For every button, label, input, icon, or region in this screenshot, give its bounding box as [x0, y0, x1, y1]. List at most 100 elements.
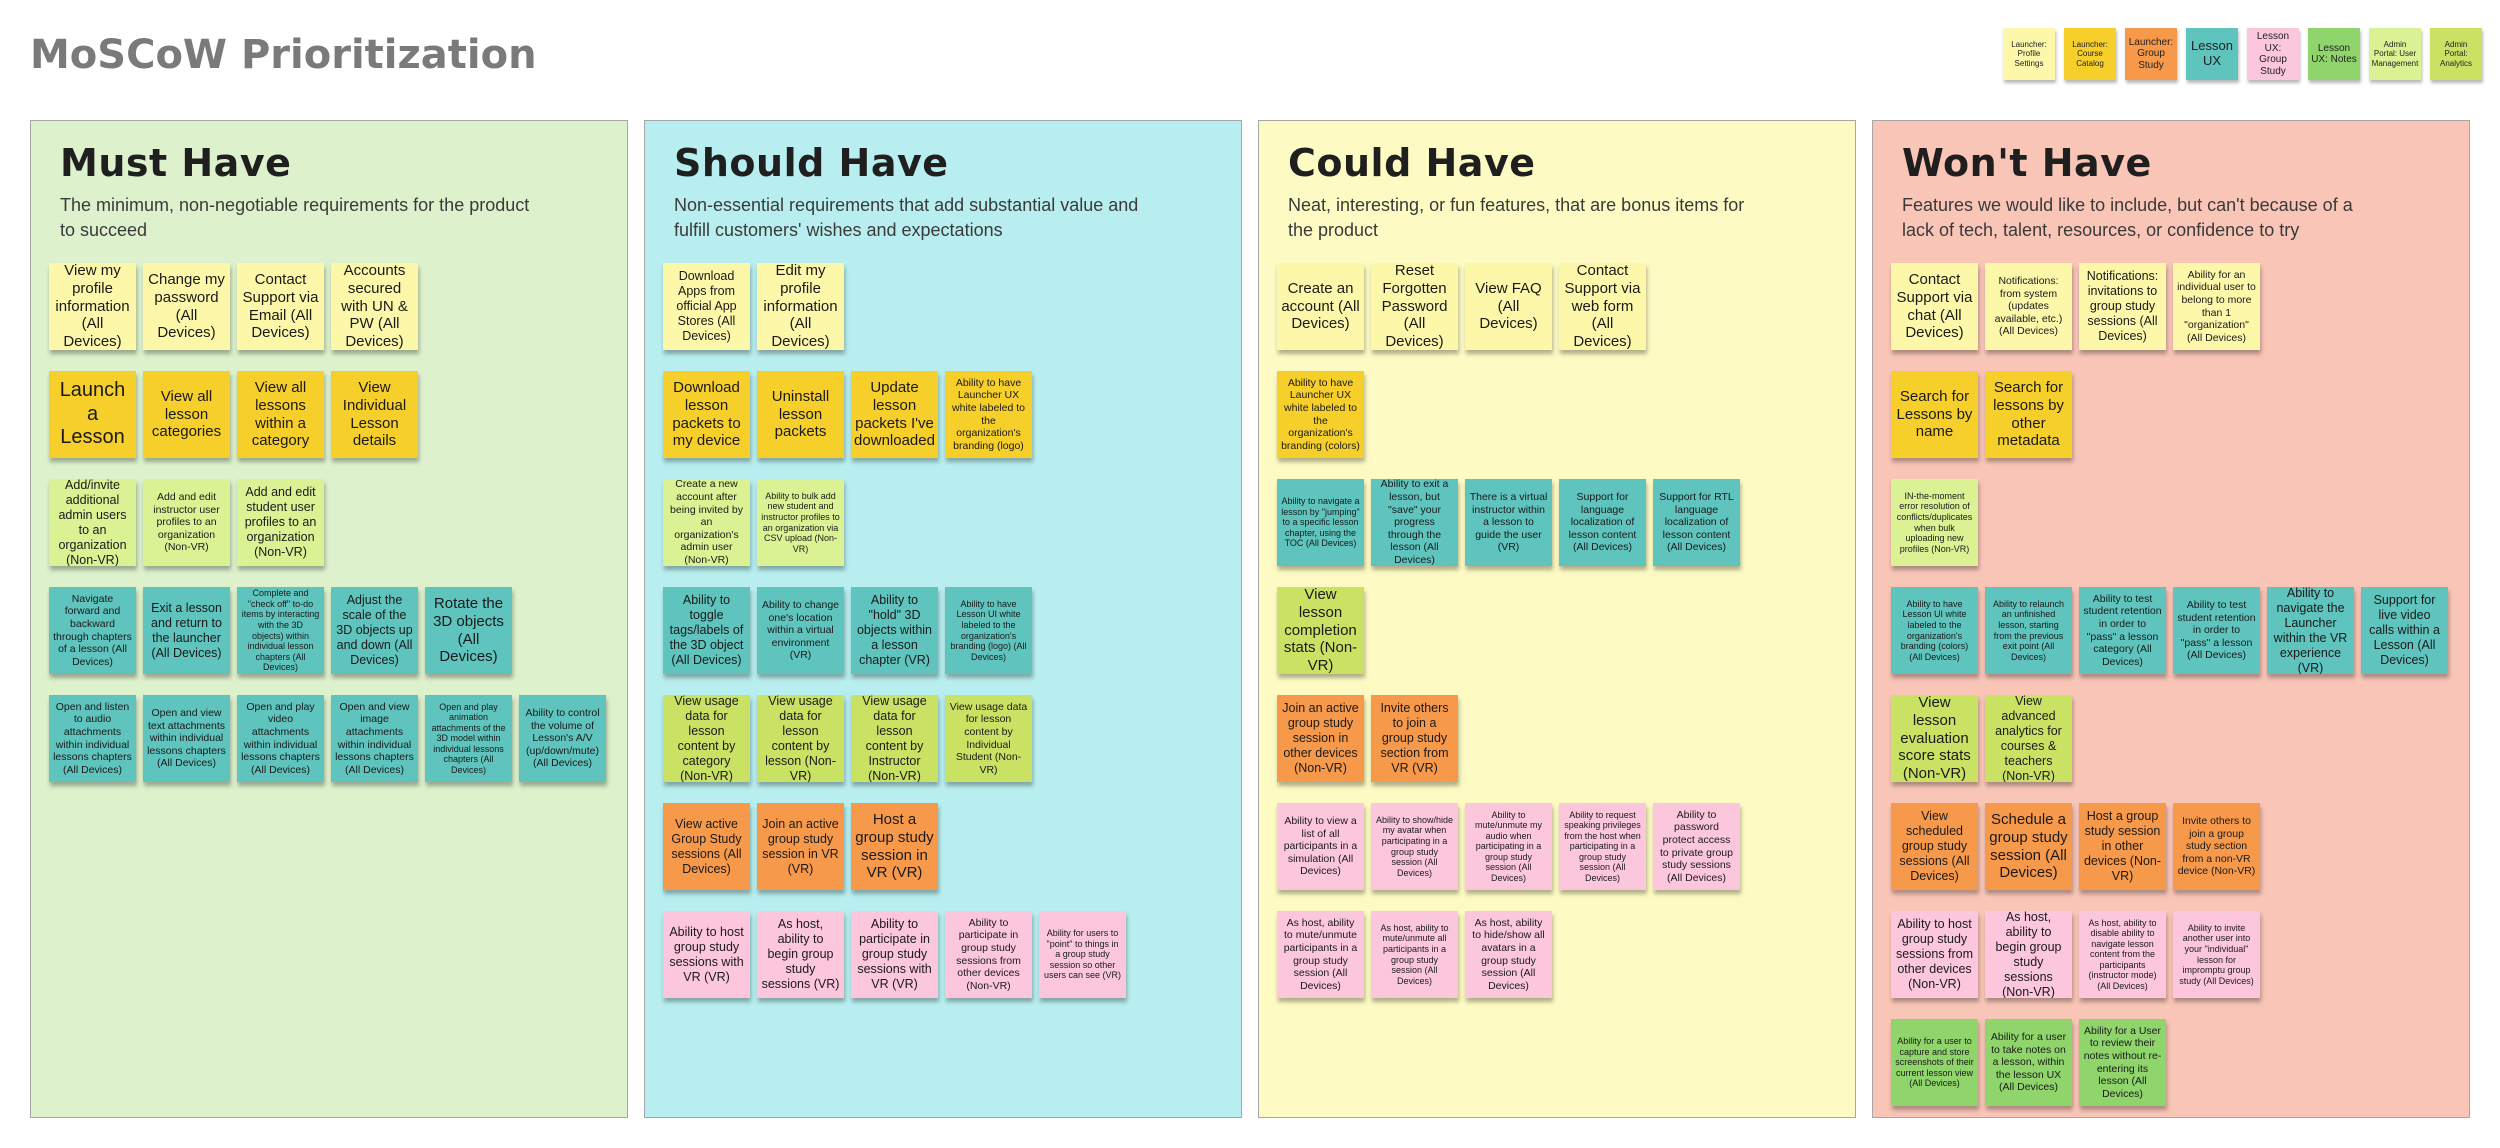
sticky-note[interactable]: Ability for a user to take notes on a le… — [1985, 1019, 2072, 1106]
sticky-note[interactable]: Open and view image attachments within i… — [331, 695, 418, 782]
sticky-note[interactable]: Invite others to join a group study sect… — [1371, 695, 1458, 782]
sticky-note[interactable]: Ability to show/hide my avatar when part… — [1371, 803, 1458, 890]
sticky-note[interactable]: Exit a lesson and return to the launcher… — [143, 587, 230, 674]
sticky-note[interactable]: Invite others to join a group study sect… — [2173, 803, 2260, 890]
sticky-note[interactable]: Ability to have Launcher UX white labele… — [1277, 371, 1364, 458]
sticky-note[interactable]: Rotate the 3D objects (All Devices) — [425, 587, 512, 674]
sticky-note[interactable]: View all lessons within a category — [237, 371, 324, 458]
sticky-note[interactable]: As host, ability to mute/unmute particip… — [1277, 911, 1364, 998]
sticky-note[interactable]: Ability to request speaking privileges f… — [1559, 803, 1646, 890]
sticky-note[interactable]: Join an active group study session in ot… — [1277, 695, 1364, 782]
sticky-note[interactable]: View active Group Study sessions (All De… — [663, 803, 750, 890]
legend-note-launcher-group-study: Launcher: Group Study — [2125, 28, 2177, 80]
sticky-note[interactable]: Ability to have Lesson UI white labeled … — [945, 587, 1032, 674]
sticky-note[interactable]: Ability to mute/unmute my audio when par… — [1465, 803, 1552, 890]
sticky-note[interactable]: Add and edit instructor user profiles to… — [143, 479, 230, 566]
sticky-note[interactable]: View usage data for lesson content by ca… — [663, 695, 750, 782]
sticky-note[interactable]: Support for live video calls within a Le… — [2361, 587, 2448, 674]
sticky-note[interactable]: Contact Support via Email (All Devices) — [237, 263, 324, 350]
sticky-note[interactable]: Ability to bulk add new student and inst… — [757, 479, 844, 566]
sticky-note[interactable]: View usage data for lesson content by le… — [757, 695, 844, 782]
sticky-note[interactable]: Support for RTL language localization of… — [1653, 479, 1740, 566]
sticky-note[interactable]: Edit my profile information (All Devices… — [757, 263, 844, 350]
column-title: Should Have — [674, 141, 949, 185]
column-could-have: Could Have Neat, interesting, or fun feat… — [1258, 120, 1856, 1118]
sticky-note[interactable]: There is a virtual instructor within a l… — [1465, 479, 1552, 566]
sticky-note[interactable]: Host a group study session in other devi… — [2079, 803, 2166, 890]
sticky-note[interactable]: Open and play animation attachments of t… — [425, 695, 512, 782]
sticky-note[interactable]: Reset Forgotten Password (All Devices) — [1371, 263, 1458, 350]
sticky-note[interactable]: View all lesson categories — [143, 371, 230, 458]
sticky-note[interactable]: Ability to host group study sessions fro… — [1891, 911, 1978, 998]
sticky-note[interactable]: Ability to relaunch an unfinished lesson… — [1985, 587, 2072, 674]
sticky-note[interactable]: Ability to invite another user into your… — [2173, 911, 2260, 998]
sticky-note[interactable]: Add/invite additional admin users to an … — [49, 479, 136, 566]
sticky-note[interactable]: Ability to host group study sessions wit… — [663, 911, 750, 998]
sticky-note[interactable]: View lesson completion stats (Non-VR) — [1277, 587, 1364, 674]
sticky-note[interactable]: View FAQ (All Devices) — [1465, 263, 1552, 350]
sticky-note[interactable]: Ability to test student retention in ord… — [2173, 587, 2260, 674]
sticky-note[interactable]: Ability to view a list of all participan… — [1277, 803, 1364, 890]
sticky-note[interactable]: Download Apps from official App Stores (… — [663, 263, 750, 350]
sticky-note[interactable]: Create an account (All Devices) — [1277, 263, 1364, 350]
sticky-note[interactable]: View scheduled group study sessions (All… — [1891, 803, 1978, 890]
sticky-note[interactable]: Ability to navigate the Launcher within … — [2267, 587, 2354, 674]
sticky-note[interactable]: IN-the-moment error resolution of confli… — [1891, 479, 1978, 566]
sticky-note[interactable]: Change my password (All Devices) — [143, 263, 230, 350]
sticky-note[interactable]: View lesson evaluation score stats (Non-… — [1891, 695, 1978, 782]
sticky-note[interactable]: Join an active group study session in VR… — [757, 803, 844, 890]
page-title: MoSCoW Prioritization — [30, 32, 537, 78]
sticky-note[interactable]: Download lesson packets to my device — [663, 371, 750, 458]
sticky-note[interactable]: Notifications: from system (updates avai… — [1985, 263, 2072, 350]
sticky-note[interactable]: View my profile information (All Devices… — [49, 263, 136, 350]
sticky-note[interactable]: Contact Support via chat (All Devices) — [1891, 263, 1978, 350]
sticky-note[interactable]: As host, ability to begin group study se… — [1985, 911, 2072, 998]
sticky-note[interactable]: Ability for a user to capture and store … — [1891, 1019, 1978, 1106]
sticky-note[interactable]: Notifications: invitations to group stud… — [2079, 263, 2166, 350]
sticky-note[interactable]: Open and play video attachments within i… — [237, 695, 324, 782]
sticky-note[interactable]: Add and edit student user profiles to an… — [237, 479, 324, 566]
sticky-note[interactable]: Open and view text attachments within in… — [143, 695, 230, 782]
sticky-note[interactable]: Open and listen to audio attachments wit… — [49, 695, 136, 782]
sticky-note[interactable]: View usage data for lesson content by In… — [851, 695, 938, 782]
sticky-note[interactable]: As host, ability to mute/unmute all part… — [1371, 911, 1458, 998]
sticky-note[interactable]: View usage data for lesson content by In… — [945, 695, 1032, 782]
sticky-note[interactable]: Ability to "hold" 3D objects within a le… — [851, 587, 938, 674]
sticky-note[interactable]: Search for Lessons by name — [1891, 371, 1978, 458]
sticky-note[interactable]: As host, ability to disable ability to n… — [2079, 911, 2166, 998]
sticky-note[interactable]: Ability to have Launcher UX white labele… — [945, 371, 1032, 458]
sticky-note[interactable]: Ability to control the volume of Lesson'… — [519, 695, 606, 782]
sticky-note[interactable]: Ability for an individual user to belong… — [2173, 263, 2260, 350]
sticky-note[interactable]: Launch a Lesson — [49, 371, 136, 458]
sticky-note[interactable]: Ability to have Lesson UI white labeled … — [1891, 587, 1978, 674]
sticky-note[interactable]: Adjust the scale of the 3D objects up an… — [331, 587, 418, 674]
sticky-note[interactable]: Ability to password protect access to pr… — [1653, 803, 1740, 890]
sticky-note[interactable]: Accounts secured with UN & PW (All Devic… — [331, 263, 418, 350]
sticky-note[interactable]: Contact Support via web form (All Device… — [1559, 263, 1646, 350]
sticky-note[interactable]: View Individual Lesson details — [331, 371, 418, 458]
sticky-note[interactable]: Ability to navigate a lesson by "jumping… — [1277, 479, 1364, 566]
sticky-note[interactable]: Ability to test student retention in ord… — [2079, 587, 2166, 674]
sticky-note[interactable]: Ability for a User to review their notes… — [2079, 1019, 2166, 1106]
sticky-note[interactable]: View advanced analytics for courses & te… — [1985, 695, 2072, 782]
sticky-note[interactable]: As host, ability to hide/show all avatar… — [1465, 911, 1552, 998]
sticky-note[interactable]: Host a group study session in VR (VR) — [851, 803, 938, 890]
sticky-note[interactable]: Ability to change one's location within … — [757, 587, 844, 674]
sticky-note[interactable]: Ability to participate in group study se… — [945, 911, 1032, 998]
sticky-note[interactable]: Ability to participate in group study se… — [851, 911, 938, 998]
sticky-note[interactable]: Navigate forward and backward through ch… — [49, 587, 136, 674]
sticky-note[interactable]: Update lesson packets I've downloaded — [851, 371, 938, 458]
sticky-note[interactable]: Search for lessons by other metadata — [1985, 371, 2072, 458]
sticky-note[interactable]: As host, ability to begin group study se… — [757, 911, 844, 998]
sticky-note[interactable]: Complete and "check off" to-do items by … — [237, 587, 324, 674]
sticky-note[interactable]: Ability for users to "point" to things i… — [1039, 911, 1126, 998]
sticky-note[interactable]: Uninstall lesson packets — [757, 371, 844, 458]
sticky-note[interactable]: Ability to exit a lesson, but "save" you… — [1371, 479, 1458, 566]
legend-note-lesson-ux: Lesson UX — [2186, 28, 2238, 80]
sticky-note[interactable]: Support for language localization of les… — [1559, 479, 1646, 566]
legend-note-launcher-course-catalog: Launcher: Course Catalog — [2064, 28, 2116, 80]
legend-note-launcher-profile-settings: Launcher: Profile Settings — [2003, 28, 2055, 80]
sticky-note[interactable]: Ability to toggle tags/labels of the 3D … — [663, 587, 750, 674]
sticky-note[interactable]: Create a new account after being invited… — [663, 479, 750, 566]
sticky-note[interactable]: Schedule a group study session (All Devi… — [1985, 803, 2072, 890]
